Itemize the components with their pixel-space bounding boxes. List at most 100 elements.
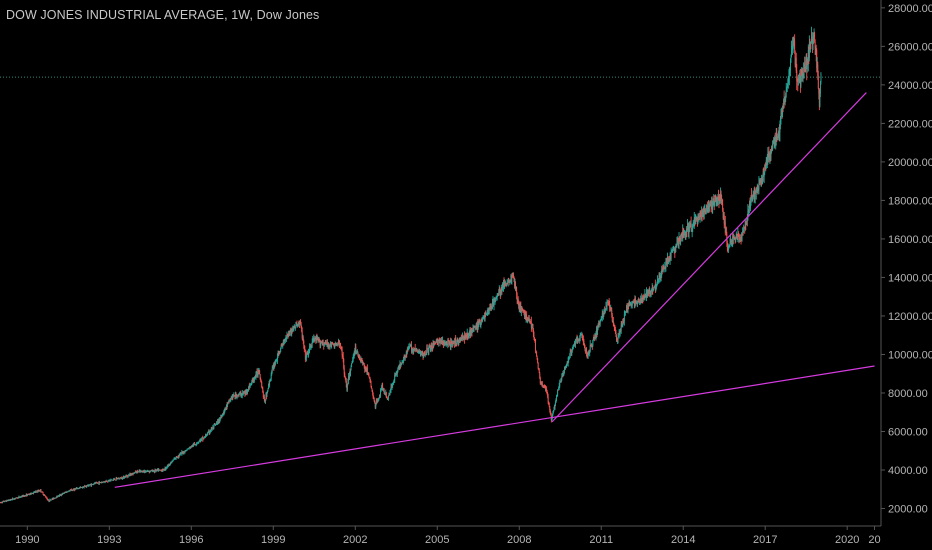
candle-body xyxy=(106,480,108,482)
candle-body xyxy=(448,342,450,345)
candle-body xyxy=(484,316,486,320)
candle-body xyxy=(201,437,203,439)
candle-body xyxy=(120,477,122,479)
candle-body xyxy=(548,403,550,407)
candle-body xyxy=(160,470,162,472)
candle-body xyxy=(527,318,529,321)
candle-body xyxy=(794,51,796,65)
candle-body xyxy=(177,456,179,458)
candle-body xyxy=(206,434,208,436)
candle-body xyxy=(415,349,417,351)
candle-body xyxy=(127,474,129,477)
candle-body xyxy=(11,499,13,501)
candle-body xyxy=(762,176,764,184)
candle-body xyxy=(180,452,182,454)
candle-body xyxy=(370,382,372,388)
candle-body xyxy=(558,387,560,391)
candle-body xyxy=(415,349,417,351)
candle-body xyxy=(289,331,291,335)
candle-body xyxy=(170,462,172,464)
candle-body xyxy=(364,369,366,371)
candle-body xyxy=(366,367,368,372)
candle-body xyxy=(574,343,576,346)
candle-body xyxy=(541,383,543,385)
candle-body xyxy=(695,218,697,220)
candle-body xyxy=(637,301,639,303)
candle-body xyxy=(361,359,363,361)
candle-body xyxy=(708,204,709,209)
y-axis: 2000.004000.006000.008000.0010000.001200… xyxy=(880,0,932,526)
candle-body xyxy=(540,382,542,384)
candle-body xyxy=(164,469,165,471)
candle-body xyxy=(20,496,21,498)
candle-body xyxy=(444,342,446,345)
candle-body xyxy=(386,397,388,400)
candle-body xyxy=(392,383,394,385)
candle-body xyxy=(440,339,442,341)
candle-body xyxy=(704,209,706,213)
candle-body xyxy=(146,471,148,472)
candle-body xyxy=(451,340,453,344)
candle-body xyxy=(472,327,474,331)
candle-body xyxy=(485,313,487,315)
candle-body xyxy=(381,384,383,388)
candle-body xyxy=(645,291,647,295)
candle-body xyxy=(731,243,733,245)
candle-body xyxy=(658,278,659,280)
candle-body xyxy=(247,390,248,393)
candle-body xyxy=(388,394,390,396)
candle-body xyxy=(458,339,460,343)
candle-body xyxy=(74,488,76,491)
candle-body xyxy=(561,375,563,379)
candle-body xyxy=(812,40,814,46)
candle-body xyxy=(397,366,399,369)
candle-body xyxy=(236,395,238,398)
candle-body xyxy=(387,395,389,399)
candle-body xyxy=(298,322,300,324)
candle-body xyxy=(772,141,774,144)
candle-body xyxy=(90,484,92,486)
candle-body xyxy=(664,266,666,269)
candle-body xyxy=(814,41,816,49)
candle-body xyxy=(481,318,483,322)
candle-body xyxy=(719,196,720,204)
candle-body xyxy=(515,288,517,291)
candle-body xyxy=(396,371,398,374)
candle-body xyxy=(717,195,719,201)
candle-body xyxy=(521,308,523,310)
candle-body xyxy=(250,383,252,386)
candle-body xyxy=(438,340,440,342)
candle-body xyxy=(633,302,635,306)
candle-body xyxy=(639,300,641,302)
candle-body xyxy=(469,328,471,334)
candle-body xyxy=(459,338,461,339)
candle-body xyxy=(328,344,329,346)
candle-body xyxy=(560,378,562,382)
candle-body xyxy=(483,316,485,317)
candle-body xyxy=(166,466,168,468)
candle-body xyxy=(490,306,492,309)
candle-body xyxy=(762,172,764,177)
candle-body xyxy=(398,365,400,367)
candle-body xyxy=(262,392,264,397)
candle-body xyxy=(714,195,716,202)
candle-body xyxy=(618,336,620,338)
candle-body xyxy=(82,486,84,488)
candle-body xyxy=(273,365,275,368)
candle-body xyxy=(315,338,317,342)
candle-body xyxy=(136,471,138,473)
candle-body xyxy=(76,487,78,489)
candle-body xyxy=(817,76,819,89)
candle-body xyxy=(797,79,799,86)
candle-body xyxy=(161,470,163,472)
candle-body xyxy=(537,358,539,363)
candle-body xyxy=(148,471,150,473)
candle-body xyxy=(512,274,514,276)
candle-body xyxy=(100,482,102,484)
candle-body xyxy=(819,93,821,107)
candle-body xyxy=(210,428,212,431)
candle-body xyxy=(632,300,634,302)
candle-body xyxy=(498,289,500,292)
candle-body xyxy=(759,180,761,182)
